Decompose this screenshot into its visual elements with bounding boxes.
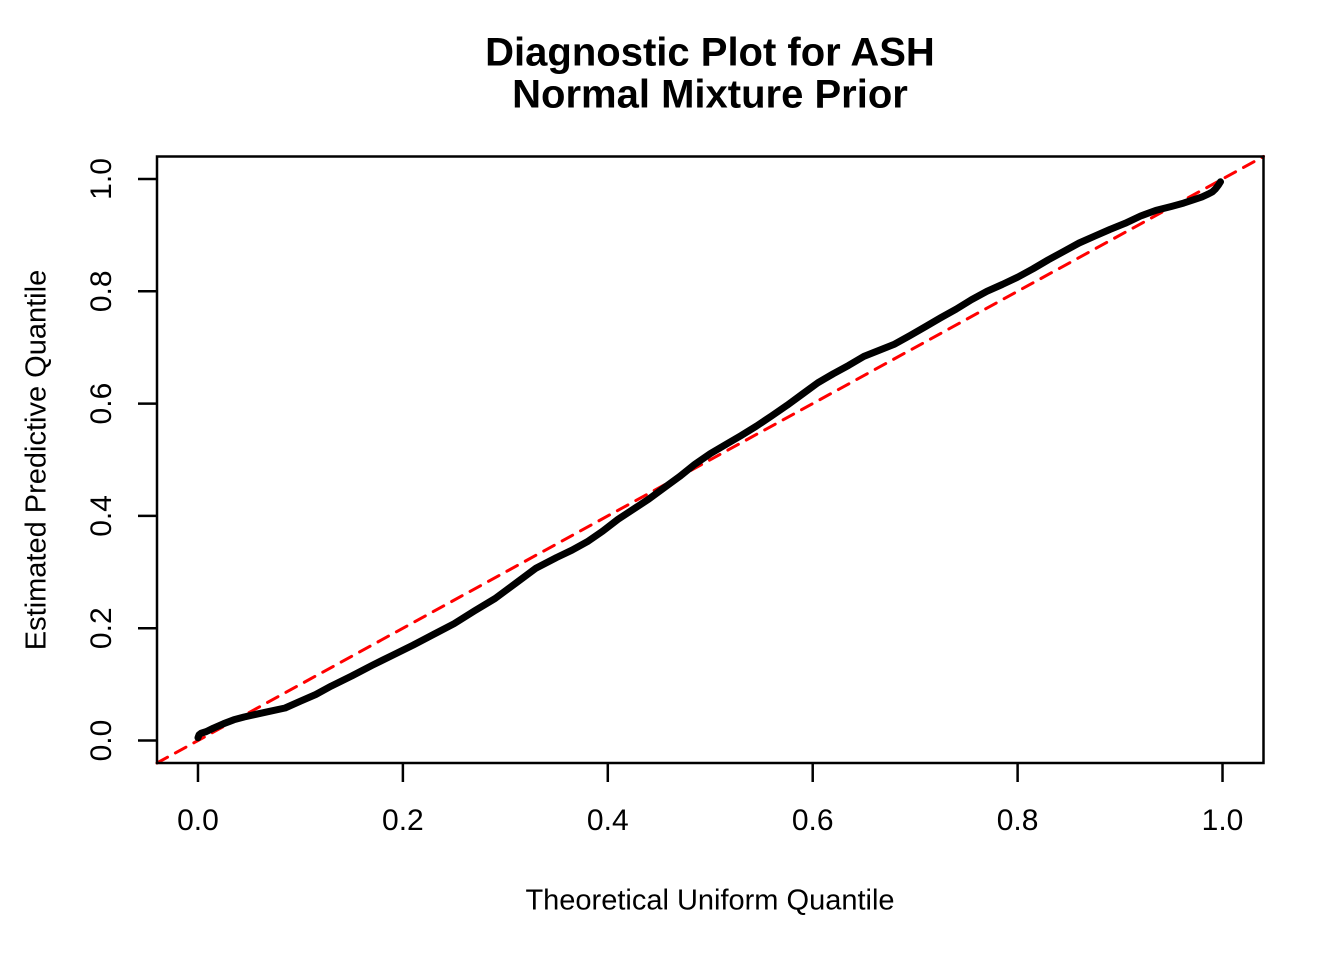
x-tick-label: 0.0 — [177, 804, 219, 837]
y-tick-label: 0.2 — [85, 607, 118, 649]
y-axis-title: Estimated Predictive Quantile — [21, 270, 53, 650]
chart-title-line-1: Diagnostic Plot for ASH — [485, 31, 935, 75]
x-axis-title: Theoretical Uniform Quantile — [525, 885, 894, 917]
x-tick-label: 0.6 — [792, 804, 834, 837]
y-tick-label: 0.0 — [85, 720, 118, 762]
identity-line — [155, 155, 1265, 765]
x-tick-label: 0.8 — [997, 804, 1039, 837]
y-tick-label: 0.4 — [85, 495, 118, 537]
chart-title-line-2: Normal Mixture Prior — [512, 73, 908, 117]
x-tick-label: 0.4 — [587, 804, 629, 837]
quantile-curve — [194, 178, 1224, 742]
x-tick-label: 1.0 — [1202, 804, 1244, 837]
x-tick-label: 0.2 — [382, 804, 424, 837]
y-tick-label: 0.8 — [85, 270, 118, 312]
y-tick-label: 0.6 — [85, 383, 118, 425]
plot-area: 0.0 0.2 0.4 0.6 0.8 1.0 0.0 0.2 0.4 0.6 0.8 1.0 — [85, 155, 1265, 837]
y-tick-label: 1.0 — [85, 158, 118, 200]
plot-box — [155, 155, 1265, 765]
